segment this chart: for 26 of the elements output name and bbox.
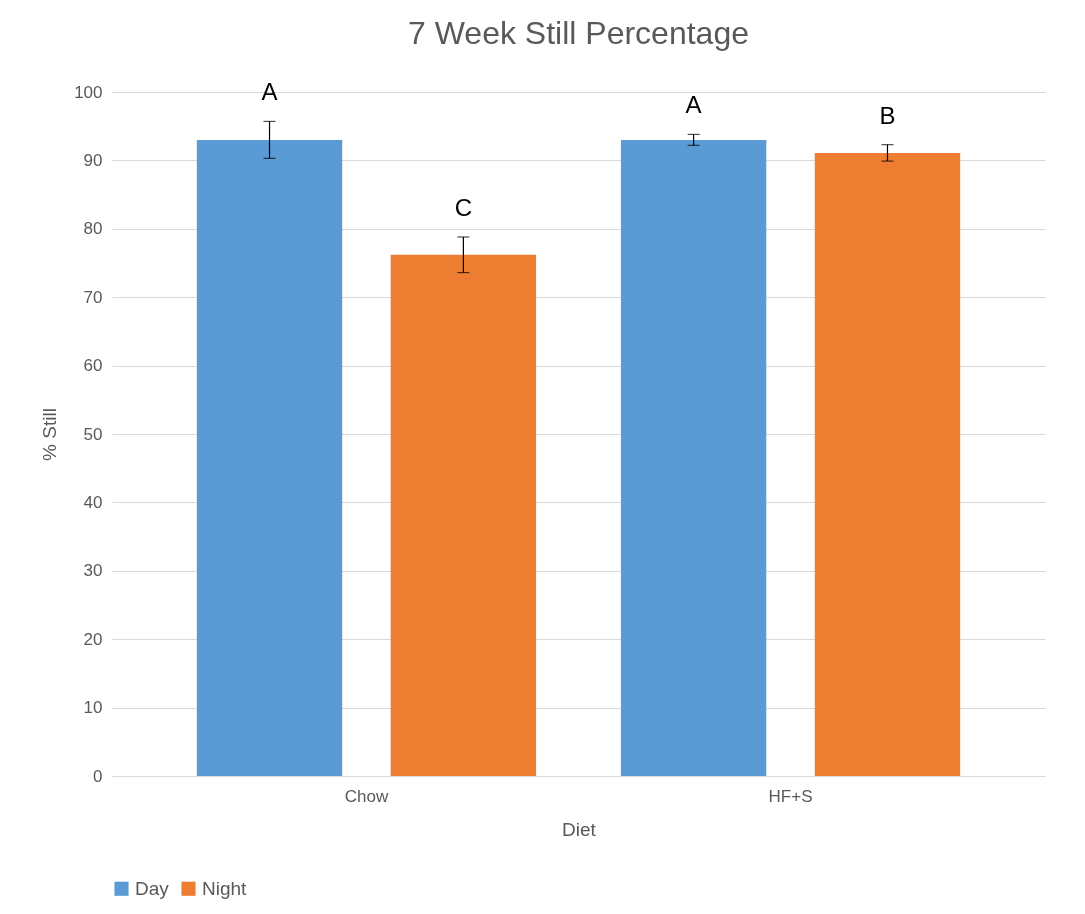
y-tick-label: 0 bbox=[93, 766, 103, 786]
y-tick-label: 50 bbox=[83, 424, 103, 444]
x-tick-label: HF+S bbox=[768, 786, 813, 806]
bar bbox=[814, 152, 961, 776]
y-tick-label: 20 bbox=[83, 629, 103, 649]
bar bbox=[390, 254, 537, 776]
y-tick-label: 100 bbox=[74, 82, 103, 102]
y-tick-label: 30 bbox=[83, 561, 103, 581]
data-label: A bbox=[261, 78, 278, 106]
x-tick-label: Chow bbox=[344, 786, 389, 806]
y-tick-label: 60 bbox=[83, 356, 103, 376]
y-tick-label: 70 bbox=[83, 287, 103, 307]
legend-label: Night bbox=[202, 877, 248, 899]
bar bbox=[620, 139, 767, 776]
bar bbox=[196, 139, 343, 776]
y-tick-label: 90 bbox=[83, 150, 103, 170]
x-axis-title: Diet bbox=[562, 818, 597, 840]
y-tick-label: 40 bbox=[83, 492, 103, 512]
data-label: B bbox=[879, 101, 896, 129]
legend-label: Day bbox=[135, 877, 170, 899]
data-label: C bbox=[454, 194, 473, 222]
chart-title: 7 Week Still Percentage bbox=[408, 15, 749, 52]
y-tick-label: 10 bbox=[83, 698, 103, 718]
data-label: A bbox=[685, 91, 702, 119]
y-axis-title: % Still bbox=[39, 408, 61, 461]
y-tick-label: 80 bbox=[83, 219, 103, 239]
